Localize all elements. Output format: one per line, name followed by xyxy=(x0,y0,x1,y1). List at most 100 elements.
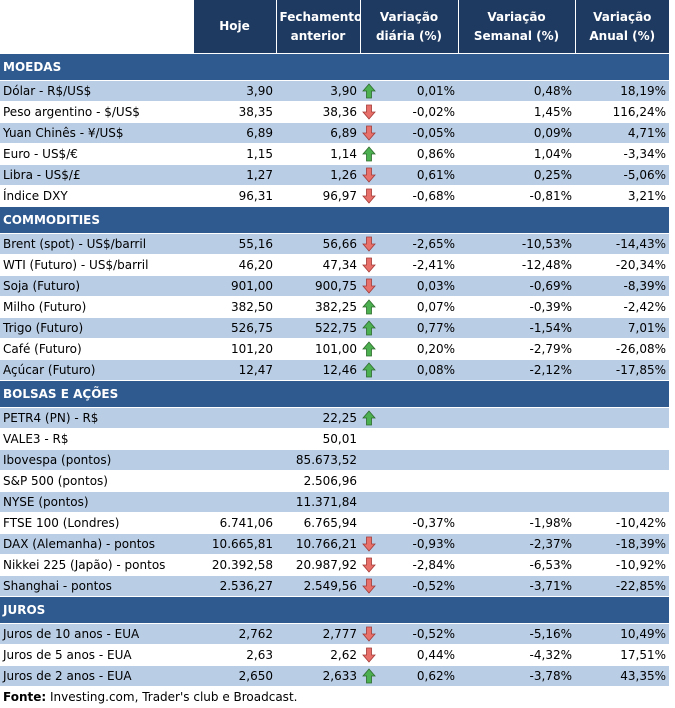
header-cell: Variação diária (%) xyxy=(359,0,458,54)
cell-text: DAX (Alemanha) - pontos xyxy=(3,537,155,551)
cell-text: 0,77% xyxy=(416,321,455,335)
arrow-down xyxy=(362,578,376,594)
cell-text: 12,47 xyxy=(238,363,273,377)
value-cell xyxy=(575,449,669,471)
cell-text: -2,42% xyxy=(623,300,666,314)
cell-text: 0,01% xyxy=(416,84,455,98)
value-cell: 7,01% xyxy=(575,317,669,339)
value-cell: 0,48% xyxy=(458,80,575,102)
value-cell: -1,54% xyxy=(458,317,575,339)
cell-text: 1,45% xyxy=(533,105,572,119)
value-cell: -0,39% xyxy=(458,296,575,318)
row-label: Dólar - R$/US$ xyxy=(0,80,193,102)
header-cell: Variação Anual (%) xyxy=(574,0,669,54)
value-cell: 901,00 xyxy=(193,275,276,297)
value-cell: 382,50 xyxy=(193,296,276,318)
value-cell: 17,51% xyxy=(575,644,669,666)
cell-text: -0,39% xyxy=(529,300,572,314)
value-cell xyxy=(193,407,276,429)
cell-text: -5,06% xyxy=(623,168,666,182)
row-label: Ibovespa (pontos) xyxy=(0,449,193,471)
value-cell: 1,26 xyxy=(276,164,360,186)
cell-text: 522,75 xyxy=(315,321,357,335)
cell-text: -5,16% xyxy=(529,627,572,641)
value-cell: -17,85% xyxy=(575,359,669,381)
value-cell xyxy=(360,428,458,450)
arrow-shape xyxy=(362,557,376,573)
cell-text: -10,53% xyxy=(521,237,572,251)
arrow-up xyxy=(362,341,376,357)
cell-text: 10,49% xyxy=(620,627,666,641)
cell-text: Açúcar (Futuro) xyxy=(3,363,96,377)
cell-text: 0,25% xyxy=(533,168,572,182)
arrow-shape xyxy=(362,410,376,426)
cell-text: 101,00 xyxy=(315,342,357,356)
value-cell: -0,68% xyxy=(360,185,458,207)
cell-text: 382,50 xyxy=(231,300,273,314)
cell-text: -3,71% xyxy=(529,579,572,593)
cell-text: 38,36 xyxy=(322,105,357,119)
data-row: Milho (Futuro) 382,50 382,25 0,07% -0,39% -2,… xyxy=(0,296,669,318)
value-cell: 12,46 xyxy=(276,359,360,381)
row-label: PETR4 (PN) - R$ xyxy=(0,407,193,429)
cell-text: 2.549,56 xyxy=(303,579,357,593)
cell-text: -10,42% xyxy=(615,516,666,530)
section-row: BOLSAS E AÇÕES xyxy=(0,380,669,408)
data-row: Juros de 5 anos - EUA 2,63 2,62 0,44% -4,32%… xyxy=(0,644,669,666)
arrow-shape xyxy=(362,125,376,141)
value-cell: 1,15 xyxy=(193,143,276,165)
value-cell: 2.549,56 xyxy=(276,575,360,597)
cell-text: -2,79% xyxy=(529,342,572,356)
value-cell: -1,98% xyxy=(458,512,575,534)
cell-text: 901,00 xyxy=(231,279,273,293)
arrow-shape xyxy=(362,578,376,594)
value-cell: -8,39% xyxy=(575,275,669,297)
arrow-shape xyxy=(362,278,376,294)
cell-text: 1,04% xyxy=(533,147,572,161)
cell-text: 0,07% xyxy=(416,300,455,314)
data-row: Peso argentino - $/US$ 38,35 38,36 -0,02% 1,… xyxy=(0,101,669,123)
value-cell: 50,01 xyxy=(276,428,360,450)
arrow-down xyxy=(362,125,376,141)
value-cell: 3,90 xyxy=(276,80,360,102)
row-label: Juros de 5 anos - EUA xyxy=(0,644,193,666)
header-blank xyxy=(0,0,193,54)
value-cell xyxy=(360,449,458,471)
value-cell: -2,41% xyxy=(360,254,458,276)
cell-text: -2,65% xyxy=(412,237,455,251)
cell-text: Euro - US$/€ xyxy=(3,147,78,161)
section-row: JUROS xyxy=(0,596,669,624)
value-cell xyxy=(575,428,669,450)
arrow-shape xyxy=(362,536,376,552)
value-cell: -3,34% xyxy=(575,143,669,165)
cell-text: -26,08% xyxy=(615,342,666,356)
value-cell: 2,762 xyxy=(193,623,276,645)
cell-text: 55,16 xyxy=(238,237,273,251)
arrow-down xyxy=(362,236,376,252)
row-label: S&P 500 (pontos) xyxy=(0,470,193,492)
arrow-down xyxy=(362,278,376,294)
cell-text: 20.392,58 xyxy=(211,558,273,572)
cell-text: NYSE (pontos) xyxy=(3,495,89,509)
section-title: MOEDAS xyxy=(0,53,669,81)
data-row: Açúcar (Futuro) 12,47 12,46 0,08% -2,12% -17,… xyxy=(0,359,669,381)
section-row: COMMODITIES xyxy=(0,206,669,234)
cell-text: Milho (Futuro) xyxy=(3,300,87,314)
value-cell: 2,62 xyxy=(276,644,360,666)
data-row: DAX (Alemanha) - pontos 10.665,81 10.766,2… xyxy=(0,533,669,555)
cell-text: Ibovespa (pontos) xyxy=(3,453,112,467)
arrow-down xyxy=(362,626,376,642)
value-cell: 116,24% xyxy=(575,101,669,123)
cell-text: 6,89 xyxy=(330,126,357,140)
value-cell: -0,52% xyxy=(360,623,458,645)
value-cell: 2,633 xyxy=(276,665,360,686)
value-cell xyxy=(360,407,458,429)
data-row: NYSE (pontos) 11.371,84 xyxy=(0,491,669,513)
cell-text: 17,51% xyxy=(620,648,666,662)
arrow-up xyxy=(362,668,376,684)
cell-text: 96,31 xyxy=(238,189,273,203)
value-cell: -3,78% xyxy=(458,665,575,686)
cell-text: Yuan Chinês - ¥/US$ xyxy=(3,126,124,140)
cell-text: WTI (Futuro) - US$/barril xyxy=(3,258,149,272)
cell-text: 3,90 xyxy=(246,84,273,98)
